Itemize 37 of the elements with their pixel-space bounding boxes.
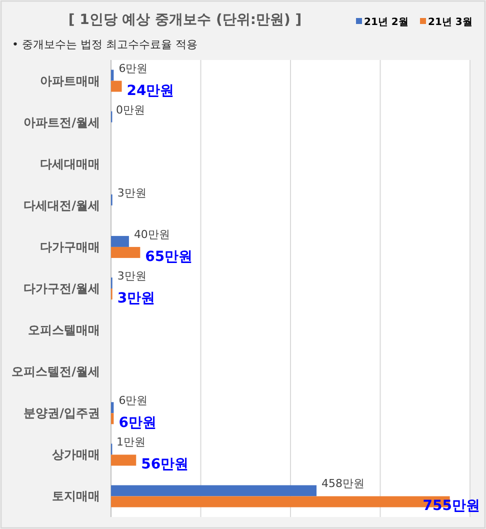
bar [111, 80, 122, 92]
bar [111, 246, 140, 258]
bar [111, 485, 317, 496]
category: 아파트매매 [40, 74, 100, 88]
value-label: 6만원 [118, 62, 148, 75]
legend-label: 21년 2월 [364, 17, 408, 28]
value-label: 1만원 [116, 436, 146, 449]
category: 다세대매매 [40, 156, 100, 171]
bar [111, 70, 114, 81]
category: 다가구전/월세 [24, 282, 100, 296]
category: 아파트전/월세 [24, 115, 100, 130]
value-label: 6만원 [118, 394, 148, 408]
value-label: 0만원 [116, 103, 145, 116]
value-label: 458만원 [322, 477, 365, 490]
value-label: 6만원 [118, 415, 156, 432]
value-label: 40만원 [134, 228, 170, 241]
bar [111, 402, 114, 414]
category: 분양권/입주권 [24, 406, 100, 420]
legend-label: 21년 3월 [428, 17, 472, 28]
category: 상가매매 [52, 448, 100, 462]
value-label: 3만원 [117, 186, 146, 200]
chart-title: [ 1인당 예상 중개보수 (단위:만원) ] [68, 12, 302, 28]
value-label: 24만원 [126, 82, 174, 99]
category: 다세대전/월세 [24, 198, 100, 212]
category: 오피스텔전/월세 [12, 364, 100, 379]
value-label: 3만원 [117, 270, 146, 282]
text: • 중개보수는 법정 최고수수료율 적용 [12, 38, 198, 51]
value-label: 3만원 [117, 290, 156, 306]
bar [111, 454, 136, 466]
value-label: 65만원 [145, 248, 193, 265]
category: 오피스텔매매 [28, 323, 100, 338]
category: 다가구매매 [40, 240, 100, 254]
bar [111, 413, 114, 424]
category: 토지매매 [52, 489, 100, 504]
bar [111, 236, 129, 247]
value-label: 755만원 [422, 498, 480, 514]
value-label: 56만원 [141, 456, 189, 473]
